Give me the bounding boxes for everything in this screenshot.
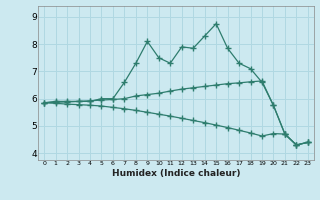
X-axis label: Humidex (Indice chaleur): Humidex (Indice chaleur) [112, 169, 240, 178]
